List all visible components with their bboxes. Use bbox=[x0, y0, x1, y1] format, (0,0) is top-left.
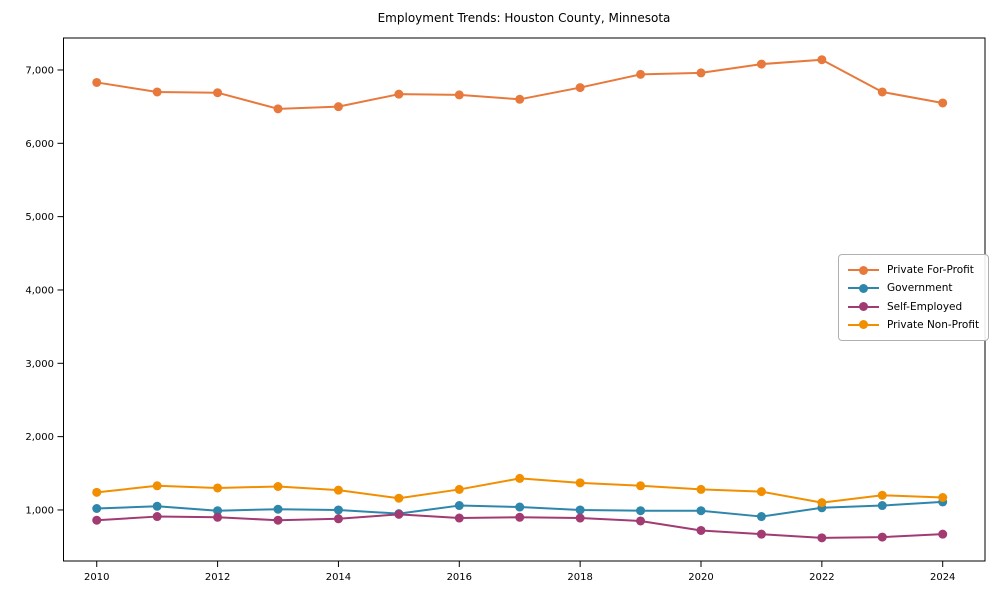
data-point-private-non-profit bbox=[938, 492, 948, 502]
data-point-self-employed bbox=[877, 532, 887, 542]
data-point-private-for-profit bbox=[92, 77, 102, 87]
data-point-private-for-profit bbox=[152, 87, 162, 97]
legend-item-government: Government bbox=[848, 279, 979, 297]
x-tick-label: 2022 bbox=[809, 572, 834, 583]
legend-line-marker-icon bbox=[848, 265, 879, 275]
chart-title: Employment Trends: Houston County, Minne… bbox=[377, 11, 671, 25]
data-point-private-for-profit bbox=[817, 55, 827, 65]
legend-item-private-for-profit: Private For-Profit bbox=[848, 261, 979, 279]
data-point-government bbox=[454, 501, 464, 511]
legend-line-marker-icon bbox=[848, 302, 879, 312]
data-point-private-for-profit bbox=[575, 83, 585, 93]
data-point-self-employed bbox=[273, 515, 283, 525]
data-point-government bbox=[575, 505, 585, 515]
legend: Private For-Profit Government Self-Employe… bbox=[838, 254, 990, 341]
data-point-private-for-profit bbox=[333, 102, 343, 112]
x-tick-label: 2014 bbox=[326, 572, 351, 583]
legend-label: Private Non-Profit bbox=[887, 318, 980, 331]
data-point-private-for-profit bbox=[636, 69, 646, 79]
data-point-private-non-profit bbox=[92, 487, 102, 497]
x-tick-label: 2018 bbox=[567, 572, 592, 583]
legend-label: Self-Employed bbox=[887, 300, 963, 313]
data-point-private-for-profit bbox=[454, 90, 464, 100]
data-point-private-for-profit bbox=[213, 88, 223, 98]
data-point-self-employed bbox=[213, 512, 223, 522]
x-tick-label: 2012 bbox=[205, 572, 230, 583]
legend-dot bbox=[859, 283, 868, 293]
data-point-government bbox=[333, 505, 343, 515]
data-point-private-for-profit bbox=[756, 59, 766, 69]
data-point-private-for-profit bbox=[938, 98, 948, 108]
data-point-government bbox=[92, 503, 102, 513]
data-point-self-employed bbox=[575, 513, 585, 523]
data-point-private-non-profit bbox=[575, 478, 585, 488]
data-point-self-employed bbox=[394, 509, 404, 519]
legend-dot bbox=[859, 320, 868, 330]
data-point-private-for-profit bbox=[696, 68, 706, 78]
x-tick-label: 2016 bbox=[447, 572, 472, 583]
data-point-government bbox=[636, 506, 646, 516]
y-tick-label: 5,000 bbox=[25, 212, 54, 223]
legend-line-marker-icon bbox=[848, 320, 879, 330]
data-point-self-employed bbox=[756, 529, 766, 539]
data-point-private-non-profit bbox=[454, 484, 464, 494]
x-tick-label: 2024 bbox=[930, 572, 955, 583]
x-tick-label: 2020 bbox=[688, 572, 713, 583]
legend-item-private-non-profit: Private Non-Profit bbox=[848, 316, 979, 334]
data-point-government bbox=[877, 501, 887, 511]
legend-line-marker-icon bbox=[848, 283, 879, 293]
data-point-self-employed bbox=[938, 529, 948, 539]
data-point-private-non-profit bbox=[877, 490, 887, 500]
data-point-private-non-profit bbox=[394, 493, 404, 503]
y-tick-label: 3,000 bbox=[25, 359, 54, 370]
data-point-private-non-profit bbox=[515, 473, 525, 483]
y-tick-label: 4,000 bbox=[25, 285, 54, 296]
legend-dot bbox=[859, 265, 868, 275]
data-point-self-employed bbox=[817, 533, 827, 543]
data-point-government bbox=[756, 512, 766, 522]
data-point-self-employed bbox=[152, 512, 162, 522]
data-point-private-non-profit bbox=[636, 481, 646, 491]
data-point-private-non-profit bbox=[696, 484, 706, 494]
data-point-self-employed bbox=[636, 516, 646, 526]
data-point-private-non-profit bbox=[817, 498, 827, 508]
data-point-self-employed bbox=[696, 525, 706, 535]
y-tick-label: 1,000 bbox=[25, 505, 54, 516]
data-point-private-for-profit bbox=[394, 89, 404, 99]
data-point-private-non-profit bbox=[152, 481, 162, 491]
legend-dot bbox=[859, 302, 868, 312]
x-tick-label: 2010 bbox=[84, 572, 109, 583]
data-point-private-for-profit bbox=[877, 87, 887, 97]
legend-item-self-employed: Self-Employed bbox=[848, 298, 979, 316]
data-point-private-non-profit bbox=[273, 481, 283, 491]
data-point-private-for-profit bbox=[273, 104, 283, 114]
legend-label: Private For-Profit bbox=[887, 264, 974, 276]
y-tick-label: 7,000 bbox=[25, 65, 54, 76]
data-point-private-non-profit bbox=[213, 483, 223, 493]
data-point-government bbox=[696, 506, 706, 516]
data-point-government bbox=[213, 506, 223, 516]
data-point-government bbox=[152, 501, 162, 511]
data-point-government bbox=[515, 502, 525, 512]
data-point-government bbox=[273, 504, 283, 514]
data-point-self-employed bbox=[333, 514, 343, 524]
data-point-self-employed bbox=[454, 513, 464, 523]
data-point-private-non-profit bbox=[756, 487, 766, 497]
data-point-private-non-profit bbox=[333, 485, 343, 495]
y-tick-label: 6,000 bbox=[25, 139, 54, 150]
data-point-private-for-profit bbox=[515, 94, 525, 104]
data-point-self-employed bbox=[92, 515, 102, 525]
data-point-self-employed bbox=[515, 512, 525, 522]
y-tick-label: 2,000 bbox=[25, 432, 54, 443]
legend-label: Government bbox=[887, 282, 953, 295]
